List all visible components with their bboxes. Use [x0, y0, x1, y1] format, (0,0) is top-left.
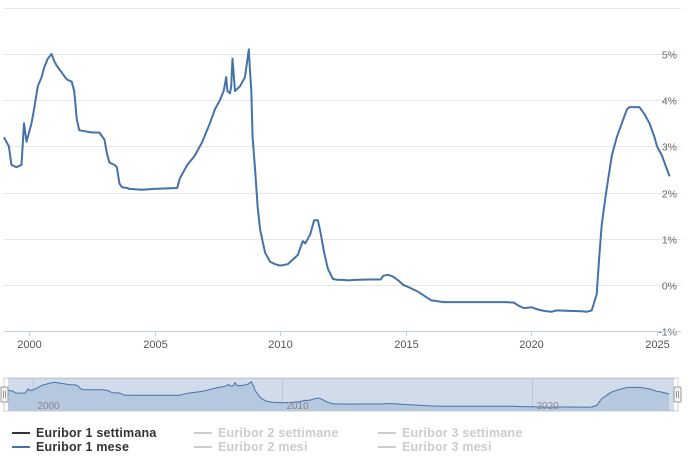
- navigator-handle-left[interactable]: [0, 386, 9, 403]
- series-line-euribor-1-mese: [3, 48, 671, 313]
- legend-swatch: [194, 432, 212, 434]
- legend-label: Euribor 3 mesi: [402, 440, 492, 454]
- navigator-series-line: [7, 381, 670, 408]
- x-tick-label: 2000: [17, 339, 41, 351]
- x-tick-label: 2005: [143, 339, 167, 351]
- navigator-handle-right[interactable]: [673, 386, 682, 403]
- legend-label: Euribor 2 mesi: [218, 440, 308, 454]
- legend-label: Euribor 3 settimane: [402, 426, 523, 440]
- y-tick-label: 1%: [662, 235, 677, 247]
- x-tick-label: 2020: [519, 339, 543, 351]
- navigator-series-area: [8, 381, 669, 411]
- series-layer: [3, 48, 671, 313]
- legend-swatch: [12, 432, 30, 434]
- chart-svg: -1% 0% 1% 2% 3% 4% 5% 2000 2005 2010 2015 2020 2025…: [0, 8, 682, 412]
- navigator[interactable]: 2000 2010 2020: [0, 377, 682, 412]
- navigator-x-tick-label: 2000: [38, 401, 61, 412]
- y-tick-label: 2%: [662, 189, 677, 201]
- x-axis: 2000 2005 2010 2015 2020 2025: [17, 331, 670, 351]
- y-tick-label: 5%: [662, 50, 677, 62]
- x-tick-label: 2010: [268, 339, 292, 351]
- x-tick-label: 2015: [394, 339, 418, 351]
- x-tick-label: 2025: [645, 339, 669, 351]
- legend: Euribor 1 settimana Euribor 2 settimane …: [12, 426, 672, 460]
- legend-item-euribor-3-settimane[interactable]: Euribor 3 settimane: [378, 426, 523, 440]
- y-axis: -1% 0% 1% 2% 3% 4% 5%: [658, 50, 677, 339]
- legend-item-euribor-2-mesi[interactable]: Euribor 2 mesi: [194, 440, 308, 454]
- legend-item-euribor-1-mese[interactable]: Euribor 1 mese: [12, 440, 129, 454]
- y-tick-label: 0%: [662, 281, 677, 293]
- legend-swatch: [378, 446, 396, 448]
- legend-item-euribor-3-mesi[interactable]: Euribor 3 mesi: [378, 440, 492, 454]
- navigator-selection-mask: [8, 378, 674, 411]
- legend-swatch: [194, 446, 212, 448]
- legend-swatch: [12, 446, 30, 448]
- legend-label: Euribor 1 mese: [36, 440, 130, 454]
- grid-lines: [4, 8, 681, 332]
- y-tick-label: 3%: [662, 142, 677, 154]
- navigator-x-tick-label: 2020: [537, 401, 560, 412]
- y-tick-label: 4%: [662, 96, 677, 108]
- navigator-x-axis: 2000 2010 2020: [38, 401, 560, 412]
- legend-swatch: [378, 432, 396, 434]
- legend-label: Euribor 1 settimana: [36, 426, 157, 440]
- legend-item-euribor-1-settimana[interactable]: Euribor 1 settimana: [12, 426, 157, 440]
- legend-label: Euribor 2 settimane: [218, 426, 339, 440]
- legend-item-euribor-2-settimane[interactable]: Euribor 2 settimane: [194, 426, 339, 440]
- y-tick-label: -1%: [658, 327, 677, 339]
- navigator-x-tick-label: 2010: [287, 401, 310, 412]
